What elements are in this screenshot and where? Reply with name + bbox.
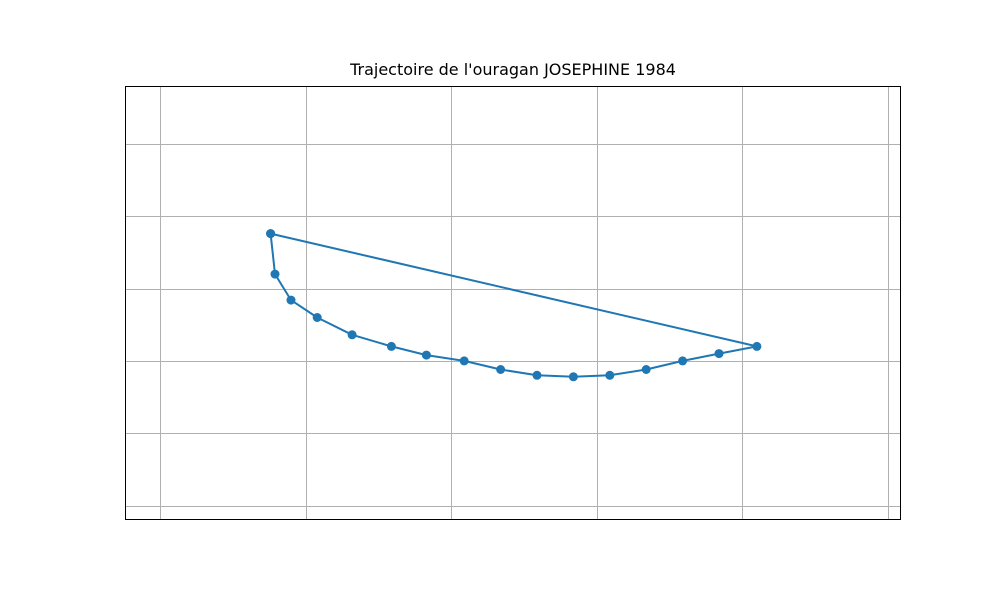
track-point-15 (752, 341, 762, 351)
track-point-12 (641, 365, 651, 374)
track-point-11 (605, 370, 615, 380)
series-layer (266, 229, 762, 382)
track-point-5 (386, 341, 396, 351)
track-point-1 (270, 269, 280, 279)
track-point-7 (459, 356, 469, 366)
track-point-13 (678, 356, 688, 366)
track-point-2 (286, 295, 296, 305)
chart-title: Trajectoire de l'ouragan JOSEPHINE 1984 (350, 60, 676, 79)
track-point-4 (347, 330, 357, 340)
track-point-16 (266, 229, 276, 239)
track-point-14 (714, 349, 724, 359)
track-point-6 (421, 350, 431, 360)
track-point-9 (532, 370, 542, 380)
grid (125, 86, 901, 520)
track-point-10 (568, 372, 578, 382)
plot-frame (125, 86, 901, 520)
track-point-3 (312, 313, 322, 322)
track-line-0 (269, 232, 758, 378)
track-point-8 (496, 365, 506, 374)
